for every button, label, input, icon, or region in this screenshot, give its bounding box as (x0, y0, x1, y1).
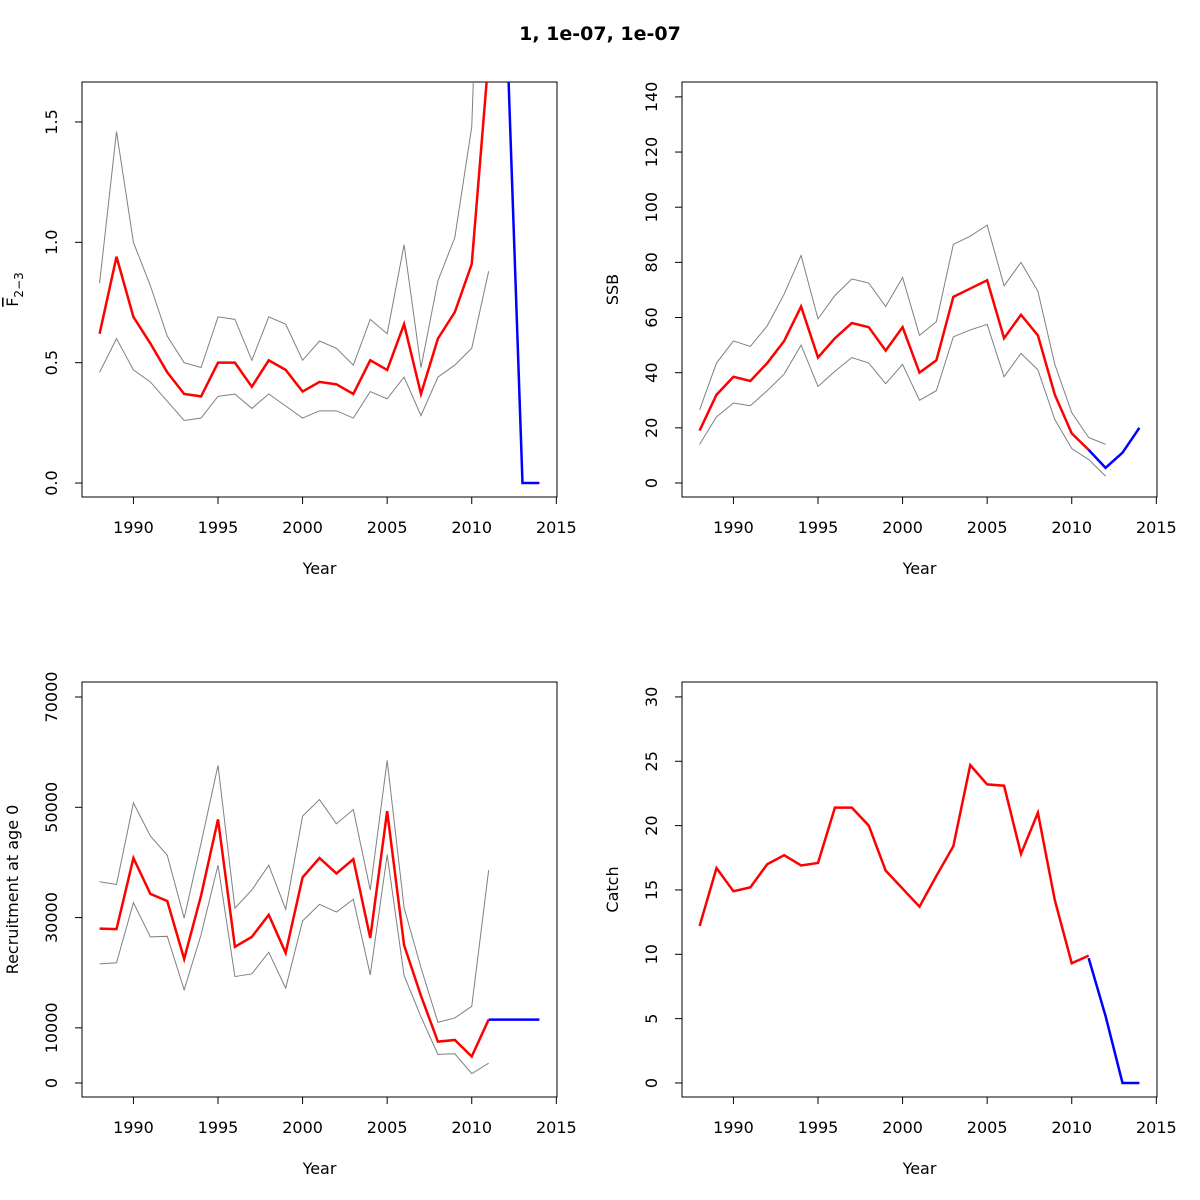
plot-frame (81, 681, 558, 1098)
x-axis-title: Year (902, 1159, 937, 1178)
y-tick-label: 0 (642, 478, 661, 488)
x-axis-title: Year (302, 559, 337, 578)
y-tick-label: 25 (642, 751, 661, 771)
plot-frame (681, 681, 1158, 1098)
x-axis-title: Year (902, 559, 937, 578)
x-tick-label: 1990 (113, 518, 154, 537)
x-tick-label: 2000 (882, 518, 923, 537)
x-tick-label: 2000 (882, 1118, 923, 1137)
y-axis-title-main: Catch (603, 866, 622, 912)
y-tick-label: 80 (642, 252, 661, 272)
x-tick-label: 2015 (536, 1118, 577, 1137)
y-axis-title: F2−3 (3, 272, 26, 307)
x-tick-label: 1995 (798, 1118, 839, 1137)
y-tick-label: 5 (642, 1014, 661, 1024)
series-line (1087, 957, 1140, 1085)
y-tick-label: 1.0 (42, 230, 61, 255)
x-tick-label: 2005 (367, 518, 408, 537)
y-tick-label: 0.5 (42, 350, 61, 375)
y-tick-label: 50000 (42, 782, 61, 833)
y-tick-label: 20 (642, 418, 661, 438)
x-tick-label: 2005 (967, 518, 1008, 537)
x-tick-label: 2000 (282, 518, 323, 537)
y-tick-label: 60 (642, 307, 661, 327)
x-tick-label: 2010 (1051, 518, 1092, 537)
x-tick-label: 2005 (967, 1118, 1008, 1137)
y-axis-title: SSB (603, 274, 622, 305)
x-tick-label: 2010 (451, 518, 492, 537)
y-tick-label: 30 (642, 687, 661, 707)
series-line (699, 224, 1106, 445)
x-tick-label: 2000 (282, 1118, 323, 1137)
y-axis-title-main: Recruitment at age 0 (3, 805, 22, 975)
y-tick-label: 70000 (42, 672, 61, 723)
y-axis-title-main: SSB (603, 274, 622, 305)
series-line (98, 82, 488, 399)
x-tick-label: 1995 (198, 518, 239, 537)
y-tick-label: 140 (642, 82, 661, 113)
panel: 1990 1995 2000 2005 2010 2015 0 10000 30000 50000… (3, 672, 577, 1178)
y-tick-label: 40 (642, 362, 661, 382)
figure-title: 1, 1e-07, 1e-07 (519, 23, 681, 45)
x-tick-label: 2010 (451, 1118, 492, 1137)
y-axis-title-subscript: 2−3 (12, 272, 26, 297)
x-tick-label: 1990 (713, 518, 754, 537)
x-tick-label: 1990 (113, 1118, 154, 1137)
series-line (698, 762, 1090, 966)
x-axis-title: Year (302, 1159, 337, 1178)
y-axis-title: Catch (603, 866, 622, 912)
x-tick-label: 1995 (798, 518, 839, 537)
y-tick-label: 0 (642, 1078, 661, 1088)
x-tick-label: 1995 (198, 1118, 239, 1137)
y-tick-label: 20 (642, 815, 661, 835)
series-line (1087, 427, 1141, 470)
series-line (99, 810, 490, 1059)
y-tick-label: 100 (642, 192, 661, 223)
y-tick-label: 0 (42, 1078, 61, 1088)
x-tick-label: 2015 (1136, 518, 1177, 537)
series-line (99, 82, 474, 369)
y-axis-title-main: F (3, 298, 22, 307)
series-line (698, 278, 1090, 451)
plot-frame (81, 81, 558, 498)
y-tick-label: 0.0 (42, 470, 61, 495)
y-tick-label: 10 (642, 944, 661, 964)
series-line (699, 323, 1106, 477)
x-tick-label: 2005 (367, 1118, 408, 1137)
panel: 1990 1995 2000 2005 2010 2015 0 20 40 60 80 100 120 1… (603, 81, 1177, 578)
series-line (507, 82, 540, 485)
y-tick-label: 120 (642, 137, 661, 168)
y-tick-label: 1.5 (42, 109, 61, 134)
panel: 1990 1995 2000 2005 2010 2015 0.0 0.5 1.0 1.5 Year… (3, 81, 577, 578)
y-axis-title: Recruitment at age 0 (3, 805, 22, 975)
plot-frame (681, 81, 1158, 498)
x-tick-label: 2010 (1051, 1118, 1092, 1137)
y-tick-label: 30000 (42, 892, 61, 943)
y-tick-label: 10000 (42, 1002, 61, 1053)
series-line (99, 760, 490, 1023)
x-tick-label: 1990 (713, 1118, 754, 1137)
x-tick-label: 2015 (1136, 1118, 1177, 1137)
x-tick-label: 2015 (536, 518, 577, 537)
series-line (99, 854, 489, 1075)
y-tick-label: 15 (642, 880, 661, 900)
panel: 1990 1995 2000 2005 2010 2015 0 5 10 15 20 25 30 Year… (603, 681, 1177, 1178)
series-line (99, 271, 490, 421)
